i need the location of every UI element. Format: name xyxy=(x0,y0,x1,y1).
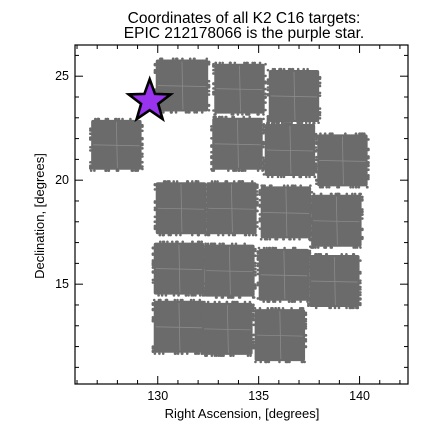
target-module xyxy=(256,246,312,303)
target-module xyxy=(204,180,259,237)
y-tick-label: 25 xyxy=(55,69,69,83)
target-modules xyxy=(89,57,370,364)
target-module xyxy=(262,121,318,179)
x-tick-label: 130 xyxy=(147,389,168,403)
target-module xyxy=(258,184,314,241)
target-module xyxy=(89,117,144,172)
x-axis-label: Right Ascension, [degrees] xyxy=(165,406,320,421)
x-tick-label: 140 xyxy=(349,389,370,403)
y-axis-label: Declination, [degrees] xyxy=(32,153,47,279)
target-module xyxy=(151,298,207,355)
target-module xyxy=(151,240,207,297)
target-module xyxy=(309,192,364,249)
target-module xyxy=(153,180,209,237)
chart-title-line-1: Coordinates of all K2 C16 targets: xyxy=(128,10,361,27)
chart-title: Coordinates of all K2 C16 targets: EPIC … xyxy=(124,10,364,42)
epic-star-marker xyxy=(125,75,175,123)
target-module xyxy=(266,67,322,125)
axis-ticks: 130 135 140 15 20 25 xyxy=(55,45,408,403)
chart-title-line-2: EPIC 212178066 is the purple star. xyxy=(124,25,364,42)
plot-frame xyxy=(74,44,409,385)
y-tick-label: 20 xyxy=(55,173,69,187)
highlighted-star xyxy=(125,75,175,123)
target-module xyxy=(307,252,362,310)
target-module xyxy=(212,61,267,116)
x-tick-label: 135 xyxy=(248,389,269,403)
y-tick-label: 15 xyxy=(55,277,69,291)
target-module xyxy=(200,300,255,357)
target-module xyxy=(252,307,308,364)
target-module xyxy=(210,115,265,172)
target-module xyxy=(153,57,211,114)
target-module xyxy=(315,132,370,189)
target-module xyxy=(202,242,257,299)
